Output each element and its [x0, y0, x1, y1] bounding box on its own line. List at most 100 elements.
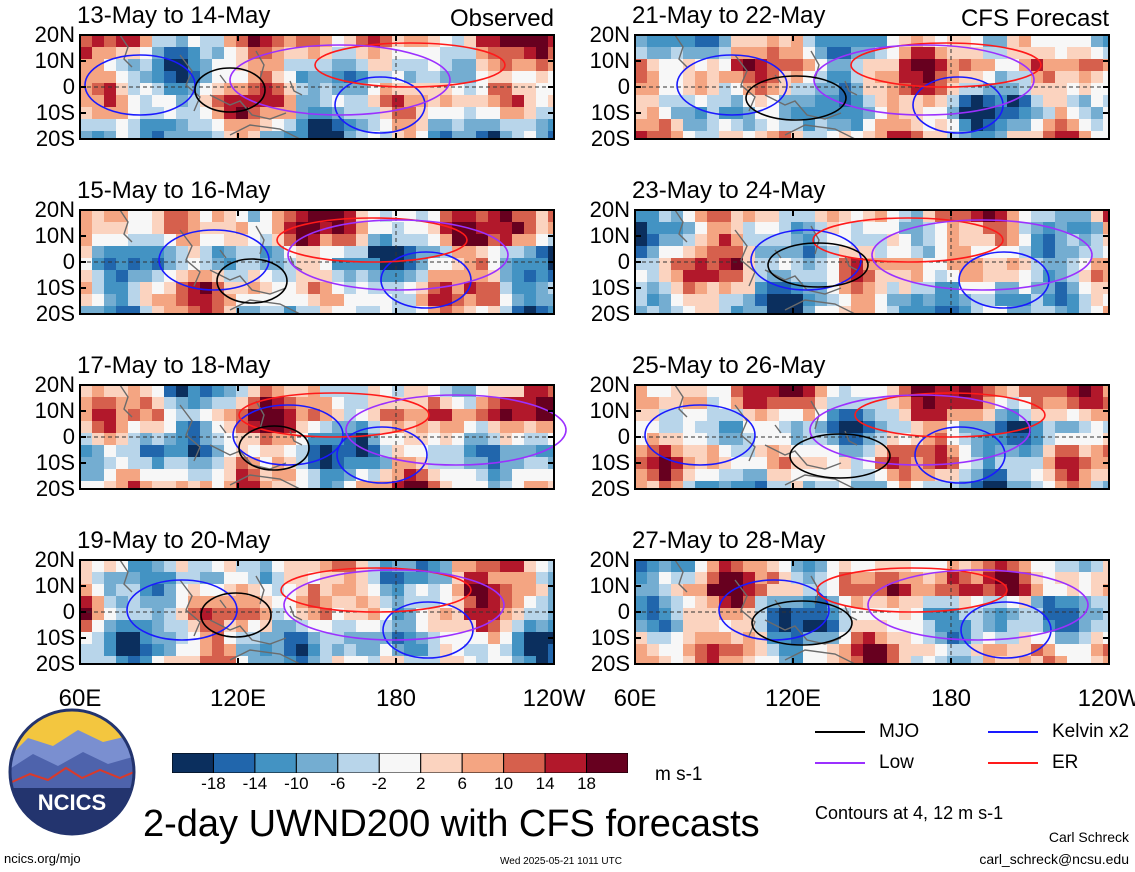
colorbar-swatch [503, 753, 546, 773]
colorbar-label: 2 [415, 774, 426, 793]
email: carl_schreck@ncsu.edu [979, 851, 1129, 867]
kelvin-contour [644, 404, 756, 466]
y-tick-label: 0 [62, 74, 75, 99]
colorbar-swatch [172, 753, 214, 773]
y-tick-label: 10N [589, 48, 630, 73]
legend-label: Low [879, 752, 914, 773]
legend-swatch [988, 762, 1038, 764]
kelvin-contour [126, 579, 238, 641]
mjo-contour [238, 425, 310, 471]
x-tick-label: 120E [764, 685, 822, 712]
mjo-contour [751, 600, 853, 646]
er-contour [812, 217, 1004, 263]
y-tick-label: 10N [34, 48, 75, 73]
x-tick-label: 120E [209, 685, 267, 712]
panel-title: 21-May to 22-May [632, 2, 826, 29]
colorbar-swatch [212, 753, 256, 773]
y-tick-label: 20N [34, 547, 75, 572]
low-contour [871, 219, 1093, 291]
y-tick-label: 20S [35, 651, 75, 676]
y-tick-label: 10N [589, 223, 630, 248]
panel-tag: Observed [449, 5, 554, 32]
low-contour [345, 394, 567, 466]
y-tick-label: 10S [590, 100, 630, 125]
y-tick-label: 20S [35, 476, 75, 501]
low-contour [813, 44, 1035, 116]
y-tick-label: 10N [34, 223, 75, 248]
wind-map-panel [79, 559, 555, 665]
y-tick-label: 10S [35, 275, 75, 300]
legend-swatch [815, 731, 865, 733]
wind-map-panel [79, 384, 567, 490]
y-tick-label: 20N [589, 197, 630, 222]
kelvin-contour [718, 579, 830, 641]
colorbar-label: 10 [494, 774, 514, 793]
colorbar-label: 14 [535, 774, 555, 793]
kelvin-contour [380, 251, 472, 309]
panel-tag: CFS Forecast [960, 5, 1109, 32]
colorbar-swatch [461, 753, 505, 773]
wind-map-panel [634, 384, 1110, 490]
y-tick-label: 10N [589, 573, 630, 598]
kelvin-contour [336, 426, 428, 484]
timestamp: Wed 2025-05-21 1011 UTC [500, 856, 622, 867]
main-title: 2-day UWND200 with CFS forecasts [143, 803, 760, 845]
y-tick-label: 20N [589, 547, 630, 572]
low-contour [867, 569, 1089, 641]
coastline [674, 559, 858, 665]
legend-label: ER [1052, 752, 1079, 773]
mjo-contour [745, 75, 847, 121]
mjo-contour [216, 258, 288, 304]
y-tick-label: 0 [62, 599, 75, 624]
x-tick-label: 180 [930, 685, 972, 712]
x-tick-label: 180 [375, 685, 417, 712]
y-tick-label: 10N [34, 398, 75, 423]
colorbar-swatch [544, 753, 588, 773]
colorbar-label: 6 [457, 774, 467, 793]
mjo-contour [789, 433, 891, 479]
mjo-contour [767, 242, 869, 288]
legend-swatch [815, 762, 865, 764]
y-tick-label: 20N [589, 372, 630, 397]
legend-label: Kelvin x2 [1052, 721, 1130, 742]
y-tick-label: 20N [34, 197, 75, 222]
y-tick-label: 0 [62, 249, 75, 274]
y-tick-label: 10S [35, 100, 75, 125]
low-contour [287, 219, 509, 291]
coastline [674, 209, 858, 315]
kelvin-contour [676, 54, 788, 116]
colorbar-label: -10 [284, 774, 309, 793]
y-tick-label: 0 [617, 249, 630, 274]
panel-title: 13-May to 14-May [77, 2, 271, 29]
colorbar-swatch [254, 753, 297, 773]
colorbar-label: -6 [330, 774, 346, 793]
wind-map-panel [634, 209, 1110, 315]
er-contour [280, 567, 472, 613]
y-tick-label: 0 [62, 424, 75, 449]
er-contour [850, 42, 1042, 88]
kelvin-contour [958, 251, 1050, 309]
y-tick-label: 10S [35, 450, 75, 475]
kelvin-contour [914, 426, 1006, 484]
site-url: ncics.org/mjo [4, 851, 81, 866]
legend-swatch [988, 731, 1038, 733]
x-tick-label: 60E [58, 685, 102, 712]
y-tick-label: 20S [35, 301, 75, 326]
er-contour [314, 42, 506, 88]
contour-note: Contours at 4, 12 m s-1 [815, 803, 1004, 823]
low-contour [809, 394, 1031, 466]
colorbar-label: -2 [371, 774, 387, 793]
y-tick-label: 0 [617, 424, 630, 449]
y-tick-label: 10N [34, 573, 75, 598]
y-tick-label: 20S [590, 301, 630, 326]
kelvin-contour [334, 76, 426, 134]
y-tick-label: 10S [590, 625, 630, 650]
low-contour [283, 569, 505, 641]
er-contour [816, 567, 1008, 613]
colorbar-swatch [420, 753, 463, 773]
panel-title: 19-May to 20-May [77, 527, 271, 554]
y-tick-label: 20N [34, 22, 75, 47]
colorbar-swatch [295, 753, 339, 773]
colorbar-label: -14 [242, 774, 268, 793]
colorbar-swatch [378, 753, 422, 773]
